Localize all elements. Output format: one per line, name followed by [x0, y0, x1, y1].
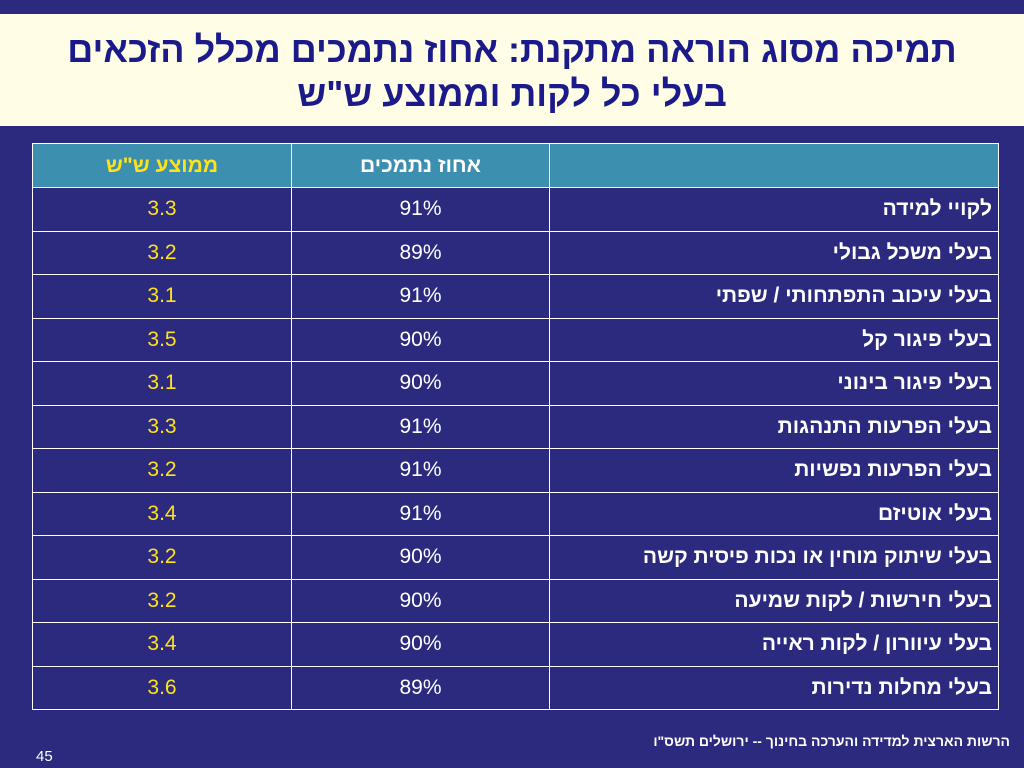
row-average: 3.2	[32, 535, 292, 580]
row-label: בעלי הפרעות התנהגות	[549, 404, 999, 449]
table-row: בעלי פיגור קל 90% 3.5	[32, 317, 999, 362]
row-average: 3.3	[32, 404, 292, 449]
table-row: לקויי למידה 91% 3.3	[32, 187, 999, 232]
row-percent: 91%	[291, 274, 550, 319]
row-percent: 90%	[291, 317, 550, 362]
row-percent: 91%	[291, 491, 550, 536]
slide-title-line-2: בעלי כל לקות וממוצע ש"ש	[297, 73, 727, 114]
source-footnote: הרשות הארצית למדידה והערכה בחינוך -- ירו…	[653, 733, 1010, 749]
table-row: בעלי מחלות נדירות 89% 3.6	[32, 665, 999, 710]
table-header-row: אחוז נתמכים ממוצע ש"ש	[32, 143, 999, 188]
row-label: בעלי עיוורון / לקות ראייה	[549, 622, 999, 667]
table-row: בעלי פיגור בינוני 90% 3.1	[32, 361, 999, 406]
row-label: בעלי משכל גבולי	[549, 230, 999, 275]
row-average: 3.3	[32, 187, 292, 232]
row-label: בעלי שיתוק מוחין או נכות פיסית קשה	[549, 535, 999, 580]
row-average: 3.5	[32, 317, 292, 362]
row-percent: 91%	[291, 404, 550, 449]
row-percent: 89%	[291, 230, 550, 275]
row-average: 3.4	[32, 491, 292, 536]
row-percent: 91%	[291, 448, 550, 493]
row-average: 3.2	[32, 578, 292, 623]
table-row: בעלי עיוורון / לקות ראייה 90% 3.4	[32, 622, 999, 667]
row-label: בעלי חירשות / לקות שמיעה	[549, 578, 999, 623]
row-average: 3.2	[32, 448, 292, 493]
header-average-hours: ממוצע ש"ש	[32, 143, 292, 188]
row-average: 3.1	[32, 274, 292, 319]
row-average: 3.1	[32, 361, 292, 406]
slide-title-box: תמיכה מסוג הוראה מתקנת: אחוז נתמכים מכלל…	[0, 14, 1024, 126]
table-row: בעלי משכל גבולי 89% 3.2	[32, 230, 999, 275]
row-average: 3.4	[32, 622, 292, 667]
row-percent: 90%	[291, 578, 550, 623]
header-category	[549, 143, 999, 188]
row-average: 3.6	[32, 665, 292, 710]
slide-title-line-1: תמיכה מסוג הוראה מתקנת: אחוז נתמכים מכלל…	[67, 29, 957, 70]
row-average: 3.2	[32, 230, 292, 275]
row-label: בעלי הפרעות נפשיות	[549, 448, 999, 493]
row-label: בעלי אוטיזם	[549, 491, 999, 536]
table-row: בעלי אוטיזם 91% 3.4	[32, 491, 999, 536]
table-row: בעלי עיכוב התפתחותי / שפתי 91% 3.1	[32, 274, 999, 319]
page-number: 45	[36, 748, 53, 765]
row-percent: 89%	[291, 665, 550, 710]
row-percent: 90%	[291, 535, 550, 580]
header-percent-supported: אחוז נתמכים	[291, 143, 550, 188]
row-label: בעלי מחלות נדירות	[549, 665, 999, 710]
table-row: בעלי הפרעות נפשיות 91% 3.2	[32, 448, 999, 493]
row-percent: 91%	[291, 187, 550, 232]
row-label: בעלי פיגור קל	[549, 317, 999, 362]
table-row: בעלי חירשות / לקות שמיעה 90% 3.2	[32, 578, 999, 623]
row-label: בעלי עיכוב התפתחותי / שפתי	[549, 274, 999, 319]
support-table: אחוז נתמכים ממוצע ש"ש לקויי למידה 91% 3.…	[32, 143, 999, 710]
row-percent: 90%	[291, 622, 550, 667]
row-percent: 90%	[291, 361, 550, 406]
row-label: לקויי למידה	[549, 187, 999, 232]
table-row: בעלי הפרעות התנהגות 91% 3.3	[32, 404, 999, 449]
table-row: בעלי שיתוק מוחין או נכות פיסית קשה 90% 3…	[32, 535, 999, 580]
row-label: בעלי פיגור בינוני	[549, 361, 999, 406]
